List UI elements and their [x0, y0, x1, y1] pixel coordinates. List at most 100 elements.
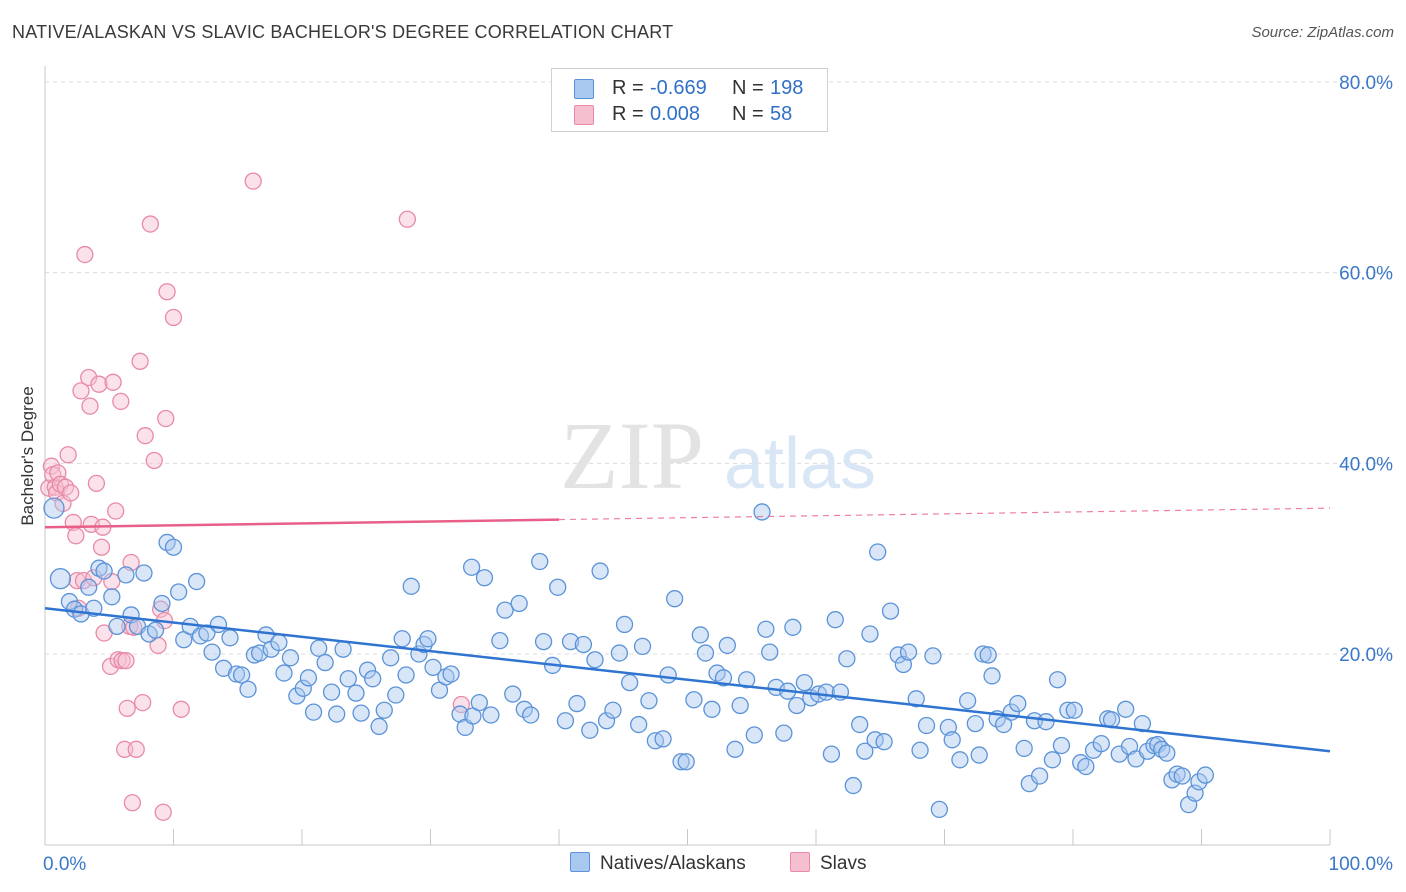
- natives-point: [221, 629, 239, 647]
- natives-point: [640, 692, 658, 710]
- natives-point: [347, 684, 365, 702]
- natives-point: [534, 632, 553, 651]
- natives-point: [568, 694, 586, 713]
- natives-point: [304, 703, 323, 721]
- natives-point: [1173, 767, 1191, 785]
- natives-point: [966, 714, 984, 733]
- natives-point: [531, 552, 549, 571]
- natives-point: [856, 742, 874, 760]
- natives-trend-line: [44, 606, 1331, 753]
- legend-label-natives: Natives/Alaskans: [600, 853, 746, 874]
- slavs-point: [136, 427, 154, 445]
- natives-point: [691, 626, 709, 644]
- natives-point: [1009, 694, 1027, 713]
- legend-swatch-blue: [574, 79, 594, 99]
- slavs-point: [80, 368, 98, 387]
- natives-point: [117, 566, 135, 584]
- natives-point: [108, 617, 126, 636]
- legend-item-slavs: Slavs: [790, 852, 866, 875]
- natives-point: [795, 673, 814, 692]
- y-tick-label: 60.0%: [1339, 264, 1393, 285]
- natives-point: [424, 658, 442, 676]
- legend-r-label: R =: [612, 77, 644, 99]
- natives-point: [43, 497, 65, 519]
- slavs-points: [40, 172, 470, 821]
- natives-point: [294, 679, 312, 697]
- natives-point: [397, 666, 415, 684]
- source-label: Source: ZipAtlas.com: [1251, 24, 1394, 41]
- natives-point: [310, 639, 328, 657]
- natives-point: [889, 646, 907, 664]
- natives-point: [95, 562, 113, 580]
- slavs-point: [141, 215, 160, 233]
- natives-point: [586, 651, 604, 669]
- natives-point: [654, 730, 672, 748]
- natives-point: [696, 644, 715, 662]
- natives-point: [387, 686, 405, 704]
- natives-point: [339, 670, 357, 688]
- natives-point: [1043, 751, 1062, 769]
- legend-swatch-blue: [570, 852, 590, 872]
- natives-point: [581, 721, 599, 739]
- slavs-point: [62, 484, 80, 502]
- tick-labels: 20.0% 40.0% 60.0% 80.0% 0.0% 100.0%: [43, 73, 1393, 875]
- legend-label-slavs: Slavs: [820, 853, 867, 874]
- natives-point: [1052, 736, 1071, 755]
- watermark-zip: ZIP: [560, 402, 704, 509]
- natives-point: [135, 564, 153, 582]
- correlation-legend: R = -0.669 N = 198 R = 0.008 N = 58: [551, 68, 828, 132]
- natives-point: [861, 625, 879, 643]
- natives-point: [844, 776, 862, 795]
- natives-point: [881, 602, 900, 620]
- natives-point: [753, 503, 771, 521]
- natives-point: [633, 637, 652, 656]
- natives-point: [591, 562, 609, 580]
- natives-point: [153, 594, 171, 613]
- natives-point: [851, 715, 869, 734]
- slavs-point: [244, 172, 262, 190]
- natives-point: [299, 669, 318, 687]
- slavs-point: [59, 446, 77, 464]
- natives-point: [281, 649, 300, 667]
- natives-point: [316, 653, 334, 672]
- legend-item-natives: Natives/Alaskans: [570, 852, 746, 875]
- slavs-point: [113, 652, 131, 670]
- slavs-point: [134, 693, 152, 712]
- natives-point: [761, 643, 779, 661]
- legend-swatch-pink: [790, 852, 810, 872]
- natives-point: [737, 671, 756, 689]
- natives-point: [911, 741, 929, 759]
- natives-point: [1196, 766, 1215, 784]
- slavs-point: [107, 502, 125, 520]
- natives-point: [402, 577, 420, 595]
- natives-point: [1065, 701, 1083, 719]
- natives-point: [80, 578, 98, 596]
- natives-point: [826, 611, 844, 629]
- natives-point: [358, 661, 377, 679]
- slavs-point: [90, 375, 108, 393]
- natives-point: [775, 724, 793, 742]
- legend-r-value: -0.669: [650, 77, 707, 99]
- natives-point: [482, 706, 500, 724]
- natives-point: [731, 696, 749, 715]
- natives-point: [899, 643, 918, 661]
- legend-n-value: 58: [770, 103, 793, 125]
- slavs-point: [76, 245, 94, 264]
- natives-point: [442, 665, 460, 683]
- natives-point: [1117, 700, 1135, 718]
- legend-n-label: N =: [732, 77, 764, 99]
- natives-point: [630, 715, 648, 734]
- natives-point: [958, 692, 977, 710]
- natives-point: [869, 543, 887, 561]
- natives-point: [1037, 713, 1055, 731]
- legend-swatch-pink: [574, 105, 594, 125]
- slavs-trend-line: [44, 518, 560, 529]
- slavs-point: [131, 352, 149, 370]
- natives-point: [561, 632, 580, 651]
- natives-point: [604, 701, 622, 719]
- natives-point: [615, 615, 634, 634]
- natives-point: [275, 664, 293, 682]
- natives-point: [838, 650, 856, 668]
- slavs-point: [67, 527, 85, 545]
